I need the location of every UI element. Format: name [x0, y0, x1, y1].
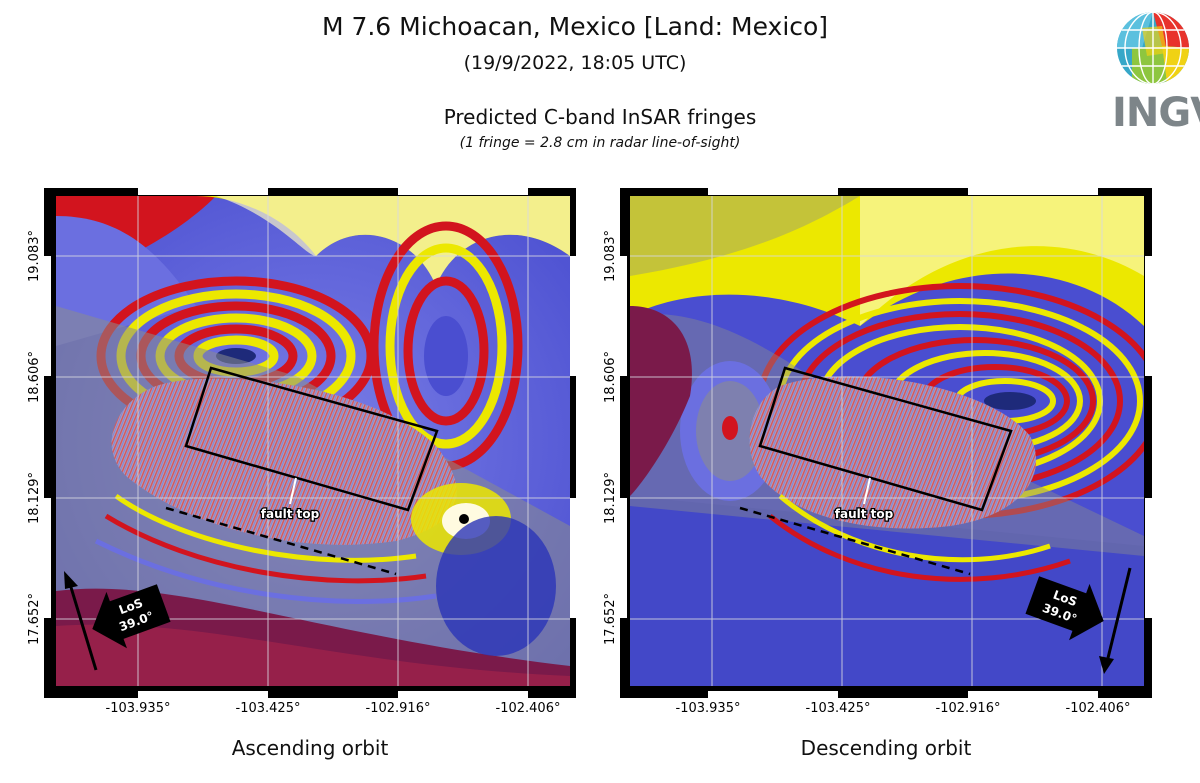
trench-line [739, 506, 971, 576]
lat-tick: 18.606° [27, 351, 42, 403]
fault-plane-outline [184, 366, 439, 512]
lat-tick: 19.083° [603, 230, 618, 282]
lat-tick: 17.652° [603, 593, 618, 645]
los-arrow-icon: LoS 39.0° [1025, 576, 1104, 641]
descending-caption: Descending orbit [800, 736, 972, 760]
fault-plane-outline [758, 366, 1013, 512]
lat-tick: 18.606° [603, 351, 618, 403]
event-datetime: (19/9/2022, 18:05 UTC) [463, 52, 687, 74]
lon-tick: -102.916° [366, 701, 431, 716]
trench-line [165, 506, 397, 576]
map-title: M 7.6 Michoacan, Mexico [Land: Mexico] [321, 12, 829, 41]
lat-tick: 18.129° [27, 472, 42, 524]
lon-tick: -103.425° [806, 701, 871, 716]
lat-tick: 19.083° [27, 230, 42, 282]
lon-tick: -103.935° [106, 701, 171, 716]
epicenter-marker [459, 514, 469, 524]
flight-direction-arrow-icon [1099, 656, 1114, 674]
lon-tick: -103.935° [676, 701, 741, 716]
lon-tick: -102.916° [936, 701, 1001, 716]
fault-top-label: fault top [835, 507, 894, 521]
lon-tick: -102.406° [1066, 701, 1131, 716]
lon-tick: -102.406° [496, 701, 561, 716]
lon-tick: -103.425° [236, 701, 301, 716]
descending-interferogram-map: fault top LoS 39.0° -103.935° -103.425° … [603, 188, 1152, 716]
ascending-caption: Ascending orbit [231, 736, 389, 760]
fault-top-label: fault top [261, 507, 320, 521]
lat-tick: 18.129° [603, 472, 618, 524]
ingv-logo-text: INGV [1112, 90, 1200, 136]
product-title: Predicted C-band InSAR fringes [443, 105, 757, 129]
ascending-interferogram-map: fault top LoS 39.0° -103.935° -103.425° … [27, 188, 576, 716]
ingv-globe-logo-icon [1117, 12, 1189, 84]
fringe-note: (1 fringe = 2.8 cm in radar line-of-sigh… [459, 135, 741, 151]
flight-direction-arrow-icon [64, 571, 78, 589]
lat-tick: 17.652° [27, 593, 42, 645]
